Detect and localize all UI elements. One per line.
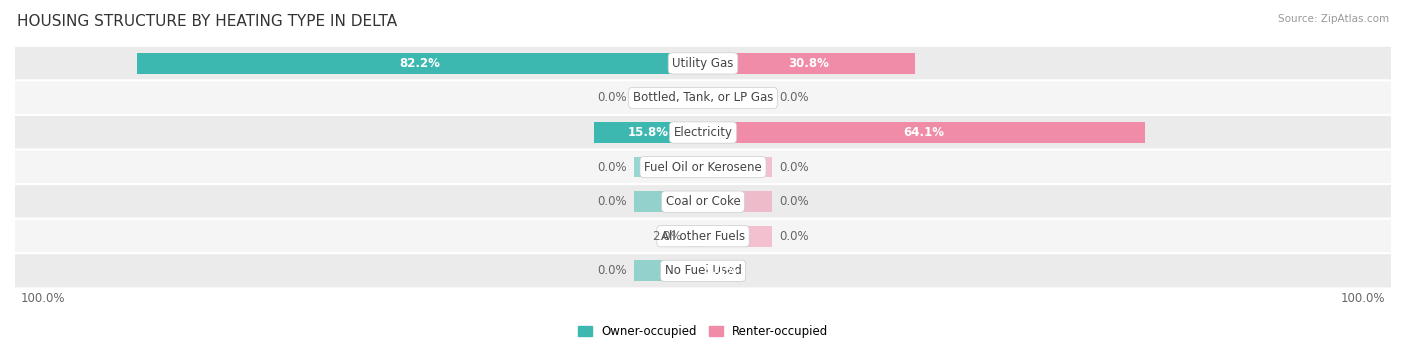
FancyBboxPatch shape xyxy=(14,149,1392,185)
Text: 100.0%: 100.0% xyxy=(1340,292,1385,305)
Text: Utility Gas: Utility Gas xyxy=(672,57,734,70)
Text: HOUSING STRUCTURE BY HEATING TYPE IN DELTA: HOUSING STRUCTURE BY HEATING TYPE IN DEL… xyxy=(17,14,396,29)
FancyBboxPatch shape xyxy=(14,253,1392,288)
Bar xyxy=(634,261,703,281)
Text: All other Fuels: All other Fuels xyxy=(661,230,745,243)
FancyBboxPatch shape xyxy=(14,115,1392,150)
Text: 0.0%: 0.0% xyxy=(598,264,627,277)
Bar xyxy=(634,157,703,177)
Bar xyxy=(703,88,772,108)
Bar xyxy=(703,191,772,212)
Text: 0.0%: 0.0% xyxy=(779,230,808,243)
Bar xyxy=(689,226,703,247)
FancyBboxPatch shape xyxy=(14,219,1392,254)
Text: 0.0%: 0.0% xyxy=(779,91,808,104)
Text: Electricity: Electricity xyxy=(673,126,733,139)
Text: Coal or Coke: Coal or Coke xyxy=(665,195,741,208)
Text: 100.0%: 100.0% xyxy=(21,292,66,305)
Text: 0.0%: 0.0% xyxy=(598,91,627,104)
Text: 2.0%: 2.0% xyxy=(652,230,682,243)
FancyBboxPatch shape xyxy=(14,46,1392,81)
Bar xyxy=(595,122,703,143)
FancyBboxPatch shape xyxy=(14,184,1392,219)
Legend: Owner-occupied, Renter-occupied: Owner-occupied, Renter-occupied xyxy=(572,321,834,341)
Bar xyxy=(634,88,703,108)
Bar xyxy=(634,191,703,212)
Text: 0.0%: 0.0% xyxy=(779,195,808,208)
Text: 5.1%: 5.1% xyxy=(704,264,737,277)
Bar xyxy=(703,122,1144,143)
Bar xyxy=(703,157,772,177)
Text: 64.1%: 64.1% xyxy=(903,126,945,139)
Text: Fuel Oil or Kerosene: Fuel Oil or Kerosene xyxy=(644,161,762,174)
Text: No Fuel Used: No Fuel Used xyxy=(665,264,741,277)
Text: 30.8%: 30.8% xyxy=(789,57,830,70)
Text: Bottled, Tank, or LP Gas: Bottled, Tank, or LP Gas xyxy=(633,91,773,104)
FancyBboxPatch shape xyxy=(14,80,1392,116)
Text: 0.0%: 0.0% xyxy=(598,195,627,208)
Bar xyxy=(703,226,772,247)
Bar xyxy=(136,53,703,74)
Text: 0.0%: 0.0% xyxy=(779,161,808,174)
Text: 0.0%: 0.0% xyxy=(598,161,627,174)
Bar xyxy=(703,53,915,74)
Text: 82.2%: 82.2% xyxy=(399,57,440,70)
Bar xyxy=(703,261,738,281)
Text: Source: ZipAtlas.com: Source: ZipAtlas.com xyxy=(1278,14,1389,24)
Text: 15.8%: 15.8% xyxy=(628,126,669,139)
